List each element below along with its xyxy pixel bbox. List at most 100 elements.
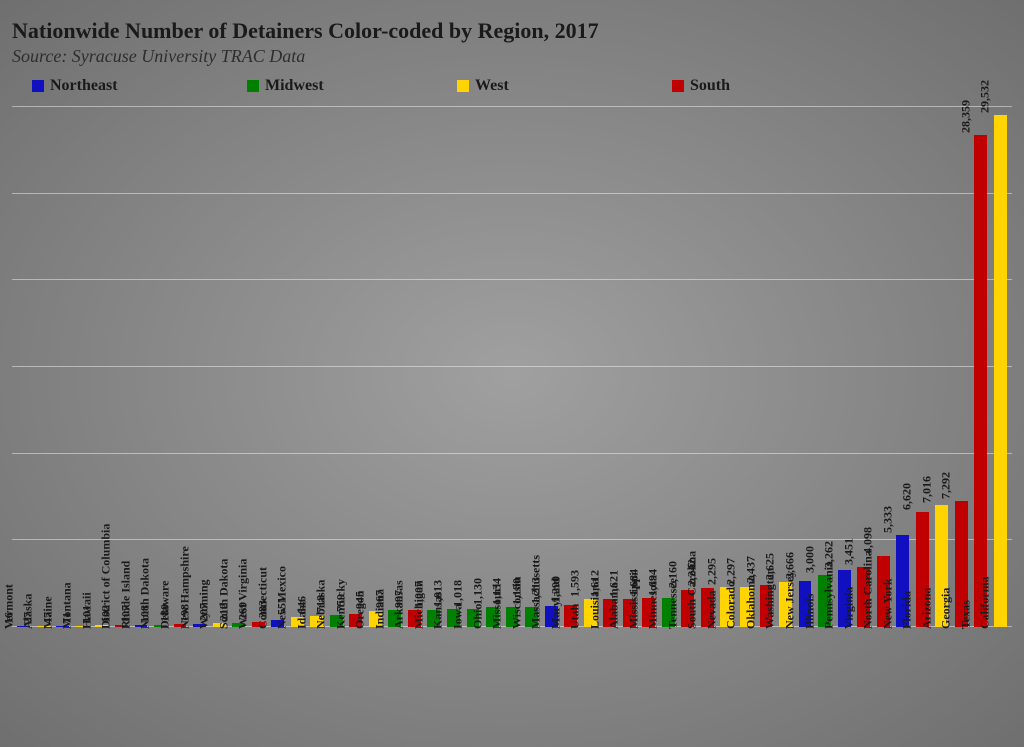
x-axis-label: New Hampshire [177, 546, 192, 629]
bar-slot: 6,620 [912, 107, 932, 627]
x-label-slot: Louisiana [600, 629, 620, 739]
bar-slot: 1,593 [580, 107, 600, 627]
bar-value-label: 29,532 [978, 80, 993, 113]
x-label-slot: Kentucky [346, 629, 366, 739]
bar-slot: 1,018 [463, 107, 483, 627]
x-label-slot: Maine [53, 629, 73, 739]
x-axis-label: California [978, 576, 993, 629]
x-label-slot: Arizona [932, 629, 952, 739]
bar-slot: 1,134 [502, 107, 522, 627]
bar [974, 135, 987, 627]
bar-slot: 1,180 [522, 107, 542, 627]
bar-slot: 108 [151, 107, 171, 627]
bar-slot: 102 [112, 107, 132, 627]
x-axis-label: Oregon [353, 591, 368, 629]
x-label-slot: North Carolina [873, 629, 893, 739]
x-axis-label: District of Columbia [99, 524, 114, 629]
bar-slot: 1,621 [619, 107, 639, 627]
chart-title: Nationwide Number of Detainers Color-cod… [12, 18, 1012, 44]
x-axis-label: Maryland [548, 578, 563, 629]
x-label-slot: New Hampshire [190, 629, 210, 739]
x-label-slot: District of Columbia [112, 629, 132, 739]
x-label-slot: Montana [73, 629, 93, 739]
x-axis-label: Oklahoma [743, 575, 758, 629]
x-label-slot: Rhode Island [131, 629, 151, 739]
x-axis-label: Montana [60, 582, 75, 629]
x-label-slot: West Virginia [248, 629, 268, 739]
x-axis-label: Arizona [919, 588, 934, 629]
x-axis-label: Massachusetts [529, 555, 544, 629]
x-label-slot: Texas [971, 629, 991, 739]
x-label-slot: Oklahoma [756, 629, 776, 739]
bar-slot: 759 [346, 107, 366, 627]
x-label-slot: Colorado [737, 629, 757, 739]
bar-value-label: 7,292 [939, 472, 954, 499]
bars: 1627477110110210710818019820721226938355… [12, 107, 1012, 627]
x-label-slot: Michigan [424, 629, 444, 739]
bar-slot: 383 [268, 107, 288, 627]
bar-slot: 198 [190, 107, 210, 627]
x-axis-label: Maine [40, 596, 55, 629]
x-label-slot: Alabama [619, 629, 639, 739]
plot-area: 1627477110110210710818019820721226938355… [12, 107, 1012, 627]
bar-value-label: 28,359 [958, 100, 973, 133]
x-axis-label: Texas [958, 600, 973, 629]
x-label-slot: Georgia [952, 629, 972, 739]
legend-label: South [690, 77, 730, 95]
x-label-slot: Missouri [502, 629, 522, 739]
x-label-slot: Arkansas [405, 629, 425, 739]
x-axis-label: Alaska [21, 594, 36, 629]
x-label-slot: Alaska [34, 629, 54, 739]
x-label-slot: Wyoming [209, 629, 229, 739]
x-axis-label: Wisconsin [509, 577, 524, 629]
bar-value-label: 6,620 [900, 483, 915, 510]
bar-slot: 945 [366, 107, 386, 627]
x-label-slot: Virginia [854, 629, 874, 739]
bar-slot: 7,292 [952, 107, 972, 627]
bar-slot: 5,333 [893, 107, 913, 627]
bar-slot: 1,694 [659, 107, 679, 627]
bar-value-label: 3,451 [841, 538, 856, 565]
bar-slot: 2,625 [776, 107, 796, 627]
x-label-slot: Mississippi [639, 629, 659, 739]
bar-slot: 1,612 [600, 107, 620, 627]
bar-slot: 27 [34, 107, 54, 627]
legend-label: West [475, 77, 509, 95]
x-axis-label: Indiana [372, 589, 387, 629]
x-label-slot: North Dakota [151, 629, 171, 739]
legend-item-northeast: Northeast [32, 77, 118, 95]
x-axis-label: Kansas [431, 592, 446, 629]
x-label-slot: Vermont [14, 629, 34, 739]
bar-slot: 29,532 [991, 107, 1011, 627]
x-axis-label: Wyoming [197, 579, 212, 629]
x-axis-label: Nevada [704, 590, 719, 629]
x-label-slot: Minnesota [659, 629, 679, 739]
bar-slot: 2,160 [678, 107, 698, 627]
bar-slot: 16 [14, 107, 34, 627]
x-axis-label: North Dakota [138, 558, 153, 629]
bar-slot: 1,290 [561, 107, 581, 627]
bar-slot: 47 [53, 107, 73, 627]
bar-slot: 71 [73, 107, 93, 627]
x-axis-label: Pennsylvania [822, 561, 837, 629]
x-label-slot: Utah [580, 629, 600, 739]
x-label-slot: South Dakota [229, 629, 249, 739]
x-axis-label: Ohio [470, 604, 485, 629]
x-axis-label: Georgia [939, 588, 954, 629]
bar-value-label: 3,000 [802, 546, 817, 573]
x-axis-label: Kentucky [333, 579, 348, 629]
bar-slot: 28,359 [971, 107, 991, 627]
x-label-slot: Indiana [385, 629, 405, 739]
x-axis-label: Connecticut [255, 567, 270, 629]
bar-slot: 4,098 [873, 107, 893, 627]
x-axis-label: Utah [568, 604, 583, 629]
bar-slot: 551 [287, 107, 307, 627]
x-axis-label: West Virginia [236, 559, 251, 629]
x-axis-label: Hawaii [79, 592, 94, 629]
bar-slot: 1,684 [639, 107, 659, 627]
chart-container: Nationwide Number of Detainers Color-cod… [0, 0, 1024, 747]
x-label-slot: Washington [776, 629, 796, 739]
legend-swatch [247, 80, 259, 92]
chart-subtitle: Source: Syracuse University TRAC Data [12, 46, 1012, 67]
x-label-slot: Tennessee [678, 629, 698, 739]
